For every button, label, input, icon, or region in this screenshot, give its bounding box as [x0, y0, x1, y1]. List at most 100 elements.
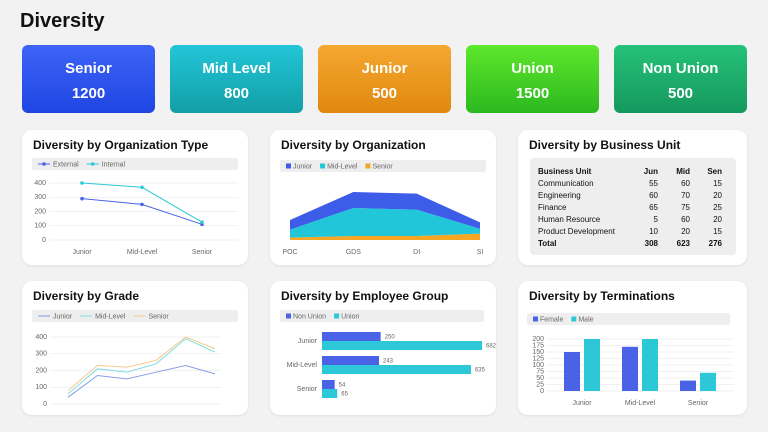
y-tick-label: 300 — [34, 194, 46, 201]
data-label: 682 — [486, 344, 496, 350]
bar — [322, 341, 482, 350]
table-cell: Communication — [538, 179, 594, 188]
bar — [584, 339, 600, 391]
y-tick-label: 0 — [42, 237, 46, 244]
bar — [680, 380, 696, 391]
legend-box — [280, 310, 484, 322]
kpi-value: 500 — [371, 85, 398, 102]
chart: Junior Mid-Level Senior POC GDS DI SI — [280, 160, 486, 256]
table-cell: 55 — [649, 179, 658, 188]
bar — [564, 352, 580, 391]
table-row: Communication 55 60 15 — [536, 178, 724, 190]
legend-swatch — [286, 163, 291, 169]
legend-label: Female — [540, 316, 563, 323]
kpi-card: Mid Level 800 — [170, 45, 303, 113]
y-tick-label: 200 — [34, 208, 46, 215]
bar — [322, 380, 335, 389]
chart-title: Diversity by Employee Group — [281, 289, 449, 303]
kpi-label: Senior — [65, 60, 112, 77]
legend-label: Senior — [148, 313, 169, 320]
table-cell: Product Development — [538, 227, 615, 236]
panel: Junior Mid-Level Senior POC GDS DI SI Diversity… — [270, 130, 496, 265]
column-header: Mid — [676, 167, 690, 176]
table-cell: 70 — [681, 191, 690, 200]
chart: External Internal 0 100 200 300 400 Junior Mid-L… — [32, 158, 238, 256]
data-label: 65 — [341, 392, 348, 398]
legend-label: Union — [341, 313, 359, 320]
column-header: Business Unit — [538, 167, 592, 176]
legend-label: External — [53, 161, 79, 168]
legend-label: Mid-Level — [95, 313, 126, 320]
table-cell: 623 — [676, 239, 690, 248]
area — [290, 233, 480, 240]
y-tick-label: 200 — [532, 336, 544, 343]
kpi-label: Union — [511, 60, 554, 77]
y-tick-label: 0 — [540, 388, 544, 395]
panel: External Internal 0 100 200 300 400 Junior Mid-L… — [22, 130, 248, 265]
panel: Diversity by Business Unit Business Unit J… — [518, 130, 747, 265]
table-title: Diversity by Business Unit — [529, 138, 681, 152]
x-tick-label: DI — [413, 249, 420, 256]
legend-swatch — [42, 162, 46, 166]
table-cell: Finance — [538, 203, 567, 212]
x-tick-label: SI — [477, 249, 484, 256]
kpi-value: 1200 — [71, 85, 106, 102]
legend-swatch — [286, 313, 291, 319]
point — [80, 196, 84, 201]
x-tick-label: POC — [282, 249, 297, 256]
x-tick-label: Mid-Level — [127, 249, 158, 256]
chart-title: Diversity by Grade — [33, 289, 140, 303]
legend-swatch — [90, 162, 95, 166]
y-tick-label: 400 — [34, 180, 46, 187]
table-row: Product Development 10 20 15 — [536, 226, 724, 238]
y-tick-label: 300 — [35, 351, 47, 358]
y-tick-label: 0 — [43, 401, 47, 408]
chart-title: Diversity by Terminations — [529, 289, 675, 303]
area — [290, 192, 480, 230]
table-row: Human Resource 5 60 20 — [536, 214, 724, 226]
table-cell: 25 — [713, 203, 722, 212]
legend-label: Senior — [372, 163, 393, 170]
kpi-card: Union 1500 — [466, 45, 599, 113]
point — [140, 202, 144, 207]
panel: Non Union Union Junior 250 682 Mid-Level 243 63… — [270, 281, 496, 415]
table-cell: 308 — [644, 239, 658, 248]
y-tick-label: 175 — [532, 342, 544, 349]
y-tick-label: 50 — [536, 375, 544, 382]
table-cell: 20 — [713, 191, 722, 200]
y-tick-label: 75 — [536, 368, 544, 375]
table-cell: 60 — [681, 179, 690, 188]
bar — [322, 365, 471, 374]
x-tick-label: Senior — [192, 249, 213, 256]
kpi-value: 1500 — [515, 85, 550, 102]
y-tick-label: Junior — [298, 338, 318, 345]
chart: Non Union Union Junior 250 682 Mid-Level 243 63… — [280, 310, 496, 398]
x-tick-label: Junior — [572, 400, 592, 407]
legend-label: Junior — [293, 163, 313, 170]
column-header: Sen — [707, 167, 722, 176]
legend-swatch — [320, 163, 326, 169]
table-row: Engineering 60 70 20 — [536, 190, 724, 202]
y-tick-label: 125 — [532, 355, 544, 362]
table-cell: 75 — [681, 203, 690, 212]
y-tick-label: 100 — [34, 223, 46, 230]
table-row: Finance 65 75 25 — [536, 202, 724, 214]
table-cell: 65 — [649, 203, 658, 212]
table-cell: 5 — [653, 215, 658, 224]
kpi-label: Mid Level — [202, 60, 271, 77]
x-tick-label: Mid-Level — [625, 400, 656, 407]
y-tick-label: 150 — [532, 349, 544, 356]
panel: Female Male 0 25 50 75 100 125 150 175 200 Junior Mi… — [518, 281, 747, 415]
chart: Junior Mid-Level Senior 0 100 200 300 400 — [32, 310, 238, 408]
data-label: 243 — [383, 359, 394, 365]
table-cell: 15 — [713, 179, 722, 188]
kpi-label: Non Union — [642, 60, 719, 77]
legend-swatch — [365, 163, 371, 169]
table: Business Unit Jun Mid Sen Communication 55 60 1… — [536, 166, 724, 250]
bar — [642, 339, 658, 391]
kpi-card: Non Union 500 — [614, 45, 747, 113]
table-header: Business Unit Jun Mid Sen — [536, 166, 724, 178]
table-cell: Human Resource — [538, 215, 601, 224]
bar — [700, 372, 716, 391]
